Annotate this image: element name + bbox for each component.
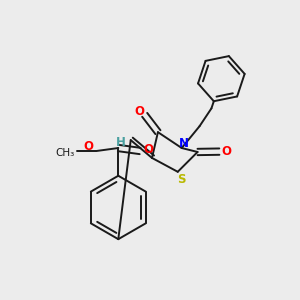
Text: H: H [116, 136, 126, 148]
Text: CH₃: CH₃ [55, 148, 74, 158]
Text: O: O [143, 142, 153, 155]
Text: S: S [178, 173, 186, 186]
Text: O: O [135, 105, 145, 119]
Text: O: O [221, 145, 231, 158]
Text: N: N [179, 136, 189, 150]
Text: O: O [84, 140, 94, 152]
